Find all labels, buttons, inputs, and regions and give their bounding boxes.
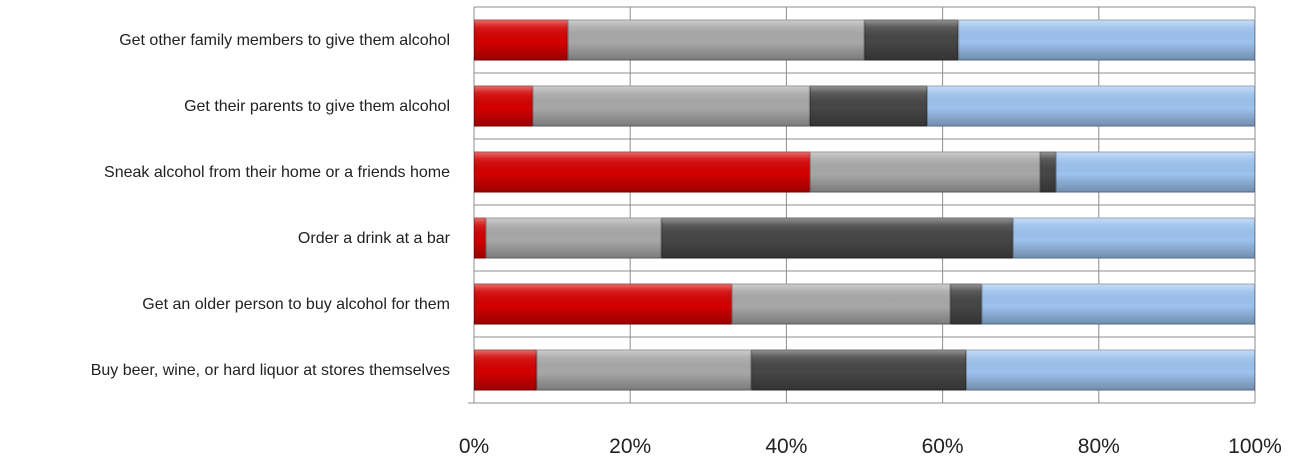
- bar-segment-shade: [958, 19, 1255, 61]
- bar-segment: [661, 217, 1013, 259]
- bar-segment-shade: [731, 283, 951, 325]
- bar-segment-shade: [809, 85, 927, 127]
- bars: [474, 19, 1256, 391]
- bar-segment: [474, 349, 537, 391]
- bar-segment-edge: [809, 151, 1041, 193]
- bar-segment-edge: [474, 349, 537, 391]
- bar-segment-shade: [966, 349, 1255, 391]
- bar-segment-shade: [567, 19, 865, 61]
- x-tick-label: 0%: [459, 435, 489, 458]
- bar-segment: [1055, 151, 1255, 193]
- bar-segment-shade: [1055, 151, 1255, 193]
- bar-segment: [532, 85, 810, 127]
- bar-segment-edge: [751, 349, 967, 391]
- bar-segment-shade: [485, 217, 662, 259]
- bar-segment: [950, 283, 982, 325]
- bar-segment-edge: [926, 85, 1255, 127]
- bar-segment-shade: [532, 85, 810, 127]
- bar-segment-shade: [950, 283, 982, 325]
- x-tick-label: 80%: [1078, 435, 1120, 458]
- bar-segment-edge: [474, 217, 486, 259]
- category-label: Buy beer, wine, or hard liquor at stores…: [91, 362, 450, 379]
- bar-segment-shade: [661, 217, 1013, 259]
- x-axis-tick-labels: 0% 20% 40% 60% 80% 100%: [459, 435, 1282, 458]
- bar-segment-edge: [966, 349, 1256, 391]
- bar-segment-edge: [1040, 151, 1056, 193]
- bar-segment-shade: [1012, 217, 1255, 259]
- bar-segment-shade: [474, 349, 537, 391]
- bar-segment-shade: [474, 217, 486, 259]
- bar-segment-edge: [536, 349, 752, 391]
- bar-segment-edge: [809, 85, 927, 127]
- bar-segment-shade: [751, 349, 967, 391]
- bar-segment-shade: [809, 151, 1041, 193]
- category-label: Get other family members to give them al…: [119, 32, 450, 49]
- bar-segment: [474, 19, 568, 61]
- x-tick-label: 40%: [765, 435, 807, 458]
- bar-segment: [474, 217, 486, 259]
- bar-segment-shade: [981, 283, 1255, 325]
- bar-segment-edge: [1055, 151, 1255, 193]
- bar-segment-shade: [864, 19, 959, 61]
- bar-segment-edge: [485, 217, 662, 259]
- bar-segment: [474, 283, 732, 325]
- bar-segment: [474, 151, 810, 193]
- bar-segment: [567, 19, 865, 61]
- plot-frame: [468, 6, 1255, 404]
- category-label: Sneak alcohol from their home or a frien…: [104, 164, 450, 181]
- category-label: Get their parents to give them alcohol: [184, 98, 450, 115]
- bar-segment-edge: [474, 85, 533, 127]
- bar-segment: [751, 349, 967, 391]
- bar-segment-edge: [950, 283, 982, 325]
- bar-segment: [809, 85, 927, 127]
- bar-segment-edge: [474, 151, 810, 193]
- bar-segment: [966, 349, 1256, 391]
- bar-segment-edge: [1012, 217, 1256, 259]
- bar-segment-edge: [981, 283, 1256, 325]
- category-labels: Get other family members to give them al…: [91, 32, 451, 379]
- bar-segment-shade: [926, 85, 1255, 127]
- bar-segment-edge: [532, 85, 810, 127]
- bar-segment-shade: [536, 349, 752, 391]
- bar-segment-shade: [474, 85, 533, 127]
- bar-segment-shade: [474, 283, 732, 325]
- bar-segment-edge: [474, 19, 568, 61]
- bar-segment-edge: [661, 217, 1013, 259]
- bar-segment: [485, 217, 662, 259]
- bar-segment: [1012, 217, 1256, 259]
- bar-segment-edge: [731, 283, 951, 325]
- bar-segment-edge: [474, 283, 732, 325]
- bar-segment: [1040, 151, 1056, 193]
- bar-segment: [864, 19, 959, 61]
- bar-segment-shade: [1040, 151, 1056, 193]
- category-label: Order a drink at a bar: [298, 230, 451, 247]
- category-label: Get an older person to buy alcohol for t…: [142, 296, 450, 313]
- bar-segment: [536, 349, 752, 391]
- bar-segment: [731, 283, 951, 325]
- bar-segment: [474, 85, 533, 127]
- x-tick-label: 60%: [922, 435, 964, 458]
- bar-segment-edge: [958, 19, 1255, 61]
- x-tick-label: 20%: [609, 435, 651, 458]
- bar-segment-shade: [474, 151, 810, 193]
- bar-segment-edge: [567, 19, 865, 61]
- x-tick-label: 100%: [1228, 435, 1282, 458]
- bar-segment-edge: [864, 19, 959, 61]
- bar-segment: [981, 283, 1256, 325]
- bar-segment: [926, 85, 1255, 127]
- bar-segment: [809, 151, 1041, 193]
- bar-segment-shade: [474, 19, 568, 61]
- bar-segment: [958, 19, 1255, 61]
